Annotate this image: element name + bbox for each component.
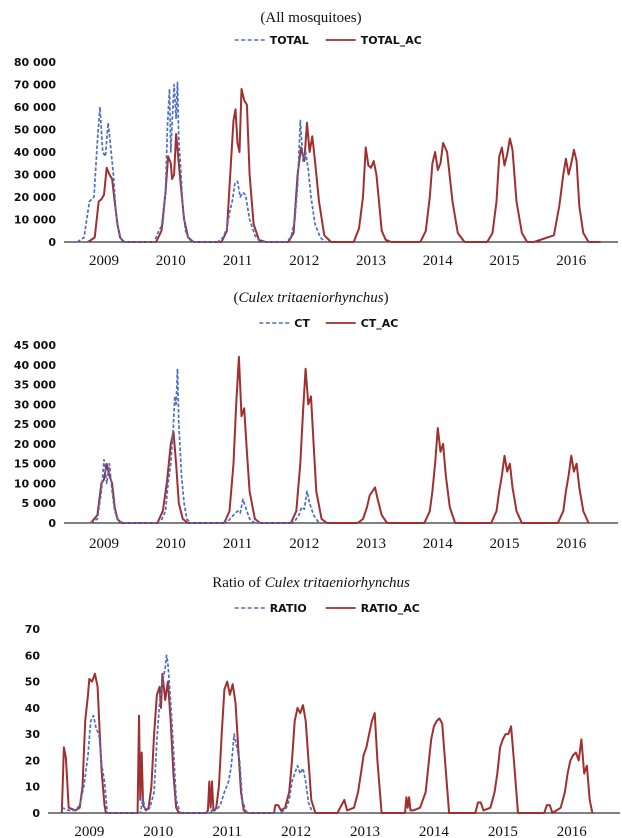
legend-label: CT bbox=[294, 317, 310, 330]
x-tick-label: 2012 bbox=[289, 253, 319, 269]
chart-svg: CT CT_AC 0 5 000 10 000 15 000 20 000 25 000 30 … bbox=[14, 317, 618, 552]
y-tick-label: 70 bbox=[25, 623, 41, 636]
y-tick-label: 40 000 bbox=[14, 146, 56, 159]
chart-panel-all-mosquitoes: (All mosquitoes) TOTAL TOTAL_AC 0 10 000 20 … bbox=[0, 0, 622, 269]
y-tick-label: 40 bbox=[25, 702, 41, 715]
x-tick-label: 2015 bbox=[490, 253, 520, 269]
x-tick-label: 2009 bbox=[89, 253, 119, 269]
series-line-ratio bbox=[61, 654, 314, 814]
y-tick-label: 30 bbox=[25, 728, 41, 741]
x-tick-label: 2012 bbox=[289, 536, 319, 552]
y-tick-label: 20 000 bbox=[14, 438, 56, 451]
y-tick-label: 5 000 bbox=[22, 497, 57, 510]
x-tick-label: 2014 bbox=[423, 536, 454, 552]
x-tick-label: 2016 bbox=[556, 536, 587, 552]
y-tick-label: 50 bbox=[25, 676, 41, 689]
y-tick-label: 30 000 bbox=[14, 398, 56, 411]
series-line-ct-ac bbox=[89, 355, 590, 524]
chart-svg: TOTAL TOTAL_AC 0 10 000 20 000 30 000 40 000 50… bbox=[14, 34, 618, 269]
y-tick-label: 10 bbox=[25, 781, 41, 794]
x-tick-label: 2013 bbox=[356, 536, 386, 552]
chart-panel-ratio: Ratio of Culex tritaeniorhynchus RATIO RA… bbox=[0, 565, 622, 838]
y-tick-label: 60 bbox=[25, 649, 41, 662]
x-tick-label: 2011 bbox=[223, 253, 252, 269]
chart-title: (All mosquitoes) bbox=[0, 10, 622, 27]
y-tick-label: 50 000 bbox=[14, 124, 56, 137]
y-tick-label: 80 000 bbox=[14, 56, 56, 69]
x-tick-label: 2013 bbox=[356, 253, 386, 269]
chart-title-part: (All mosquitoes) bbox=[260, 10, 362, 26]
x-tick-label: 2014 bbox=[419, 824, 450, 838]
y-tick-label: 20 000 bbox=[14, 191, 56, 204]
y-tick-label: 35 000 bbox=[14, 379, 56, 392]
legend-label: RATIO_AC bbox=[361, 602, 420, 615]
chart-panel-culex: (Culex tritaeniorhynchus) CT CT_AC 0 5 000 1… bbox=[0, 280, 622, 556]
y-tick-label: 25 000 bbox=[14, 418, 56, 431]
y-tick-label: 0 bbox=[48, 236, 56, 249]
chart-title-part: Culex tritaeniorhynchus bbox=[238, 290, 384, 306]
y-tick-label: 30 000 bbox=[14, 169, 56, 182]
y-tick-label: 70 000 bbox=[14, 79, 56, 92]
series-line-ratio-ac bbox=[60, 672, 594, 814]
x-tick-label: 2010 bbox=[156, 253, 186, 269]
x-tick-label: 2009 bbox=[89, 536, 119, 552]
x-tick-label: 2015 bbox=[488, 824, 518, 838]
legend-label: TOTAL_AC bbox=[361, 34, 422, 47]
x-tick-label: 2015 bbox=[490, 536, 520, 552]
legend: RATIO RATIO_AC bbox=[234, 602, 420, 615]
x-tick-label: 2012 bbox=[281, 824, 311, 838]
y-tick-label: 15 000 bbox=[14, 458, 56, 471]
x-tick-label: 2010 bbox=[156, 536, 186, 552]
chart-title: Ratio of Culex tritaeniorhynchus bbox=[0, 575, 622, 592]
y-tick-label: 20 bbox=[25, 754, 41, 767]
y-tick-label: 10 000 bbox=[14, 477, 56, 490]
series-line-ct bbox=[90, 367, 320, 524]
y-tick-label: 45 000 bbox=[14, 339, 56, 352]
y-tick-label: 40 000 bbox=[14, 359, 56, 372]
legend: CT CT_AC bbox=[259, 317, 398, 330]
legend-label: RATIO bbox=[270, 602, 307, 615]
x-tick-label: 2013 bbox=[350, 824, 380, 838]
x-tick-label: 2011 bbox=[212, 824, 241, 838]
x-tick-label: 2009 bbox=[74, 824, 104, 838]
chart-title-part: ( bbox=[233, 290, 239, 306]
legend-label: CT_AC bbox=[361, 317, 399, 330]
legend-label: TOTAL bbox=[270, 34, 309, 47]
series-line-total-ac bbox=[87, 88, 601, 243]
y-tick-label: 10 000 bbox=[14, 214, 56, 227]
x-tick-label: 2010 bbox=[143, 824, 173, 838]
y-tick-label: 60 000 bbox=[14, 101, 56, 114]
series-line-total bbox=[76, 81, 327, 243]
chart-title-part: Culex tritaeniorhynchus bbox=[264, 575, 410, 591]
x-tick-label: 2016 bbox=[556, 253, 587, 269]
legend: TOTAL TOTAL_AC bbox=[234, 34, 422, 47]
y-tick-label: 0 bbox=[32, 807, 40, 820]
x-tick-label: 2014 bbox=[423, 253, 454, 269]
x-tick-label: 2011 bbox=[223, 536, 252, 552]
y-tick-label: 0 bbox=[48, 517, 56, 530]
chart-svg: RATIO RATIO_AC 0 10 20 30 40 50 60 70 2009 2010 2011… bbox=[25, 602, 620, 838]
x-tick-label: 2016 bbox=[557, 824, 588, 838]
chart-title-part: ) bbox=[383, 290, 389, 306]
chart-title: (Culex tritaeniorhynchus) bbox=[0, 290, 622, 307]
chart-title-part: Ratio of bbox=[212, 575, 265, 591]
